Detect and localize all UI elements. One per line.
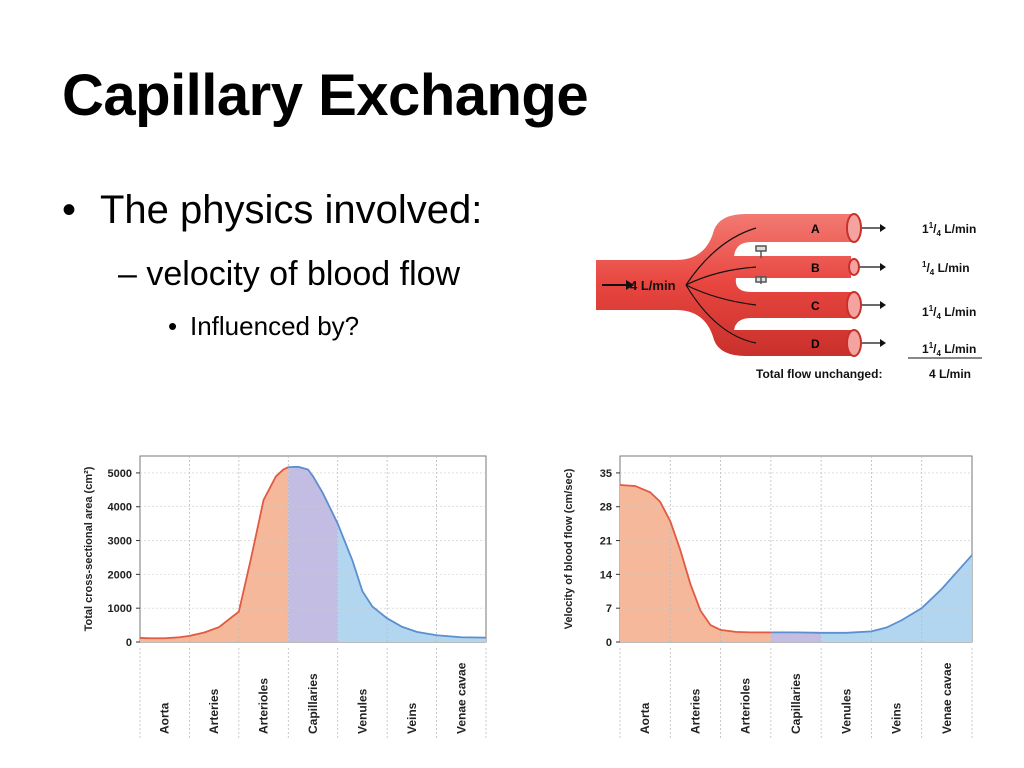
flow-value-c: 11/4 L/min: [922, 304, 976, 321]
y-tick-label: 14: [600, 569, 613, 581]
x-category-label: Venae cavae: [940, 662, 954, 734]
x-category-label: Venae cavae: [454, 662, 468, 734]
x-category-label: Veins: [890, 702, 904, 734]
x-category-label: Arterioles: [739, 678, 753, 734]
y-tick-label: 1000: [108, 603, 132, 615]
bullet-dash: –: [118, 255, 147, 293]
series-line-arterial: [619, 484, 771, 634]
vessel-end-c: [846, 291, 862, 319]
bullet-level-1-text: The physics involved:: [100, 188, 483, 232]
flow-value-a: 11/4 L/min: [922, 221, 976, 238]
series-line-venous: [770, 554, 973, 634]
y-tick-label: 2000: [108, 569, 132, 581]
series-line-arterial: [139, 466, 289, 640]
y-axis-label: Total cross-sectional area (cm²): [83, 466, 95, 631]
y-tick-label: 5000: [108, 468, 132, 480]
y-tick-label: 7: [606, 603, 612, 615]
branch-label-d: D: [811, 337, 820, 351]
area-segment-venules: [821, 555, 972, 642]
branch-label-b: B: [811, 261, 820, 275]
area-segment-aorta: [140, 467, 289, 642]
branch-label-c: C: [811, 299, 820, 313]
flow-arrows: [602, 227, 757, 344]
x-category-label: Arteries: [688, 688, 702, 734]
bullet-level-3: • Influenced by?: [168, 311, 359, 342]
vessel-end-d: [846, 329, 862, 357]
bullet-level-3-text: Influenced by?: [190, 311, 360, 341]
outflow-arrowheads: [880, 224, 886, 347]
y-tick-label: 35: [600, 468, 612, 480]
x-category-label: Arterioles: [257, 678, 271, 734]
y-tick-label: 0: [126, 637, 132, 649]
y-axis-label: Velocity of blood flow (cm/sec): [563, 468, 575, 629]
bullet-level-2: – velocity of blood flow: [118, 255, 460, 294]
y-tick-label: 21: [600, 536, 612, 548]
bullet-dot: •: [62, 188, 77, 232]
flow-value-b: 1/4 L/min: [922, 260, 970, 277]
y-tick-label: 4000: [108, 502, 132, 514]
x-category-label: Venules: [355, 688, 369, 734]
x-category-label: Arteries: [207, 688, 221, 734]
plot-area: 0 1000 2000 3000 4000 5000 Total cross-section…: [83, 455, 487, 738]
total-flow-label: Total flow unchanged:: [756, 367, 882, 381]
flow-branching-diagram: 4 L/min A B C D 11/4 L/min 1/4 L/min 11/…: [596, 213, 982, 381]
clamp-icon: [755, 245, 767, 284]
chart-velocity-blood-flow: 0 7 14 21 28 35 Velocity of blood flow (cm/sec…: [563, 455, 973, 738]
input-flow-label: 4 L/min: [630, 278, 676, 293]
bullet-level-1: • The physics involved:: [62, 188, 482, 233]
outflow-arrows: [860, 227, 880, 344]
x-category-label: Veins: [405, 702, 419, 734]
flow-value-d: 11/4 L/min: [922, 341, 976, 358]
x-category-label: Venules: [839, 688, 853, 734]
bullet-dot-small: •: [168, 311, 178, 341]
y-tick-label: 0: [606, 637, 612, 649]
area-segment-capillaries: [288, 466, 338, 642]
y-tick-label: 3000: [108, 536, 132, 548]
vessel-end-a: [846, 213, 862, 243]
branch-label-a: A: [811, 222, 820, 236]
x-category-label: Capillaries: [306, 673, 320, 734]
chart-cross-sectional-area: 0 1000 2000 3000 4000 5000 Total cross-section…: [83, 455, 487, 738]
x-category-label: Capillaries: [789, 673, 803, 734]
bullet-level-2-text: velocity of blood flow: [146, 255, 461, 293]
series-line-venous: [288, 465, 487, 639]
x-category-label: Aorta: [158, 702, 172, 734]
area-segment-capillaries: [770, 632, 822, 642]
total-flow-value: 4 L/min: [929, 367, 971, 381]
vessel-trunk: [596, 214, 851, 356]
area-segment-venules: [337, 523, 486, 642]
vessel-end-b: [848, 258, 860, 276]
plot-velocity: 0 7 14 21 28 35 Velocity of blood flow (cm/sec…: [563, 455, 973, 738]
slide-title: Capillary Exchange: [62, 63, 589, 128]
y-tick-label: 28: [600, 502, 612, 514]
area-segment-aorta: [620, 484, 771, 642]
x-category-label: Aorta: [638, 702, 652, 734]
input-arrowhead: [626, 280, 634, 290]
